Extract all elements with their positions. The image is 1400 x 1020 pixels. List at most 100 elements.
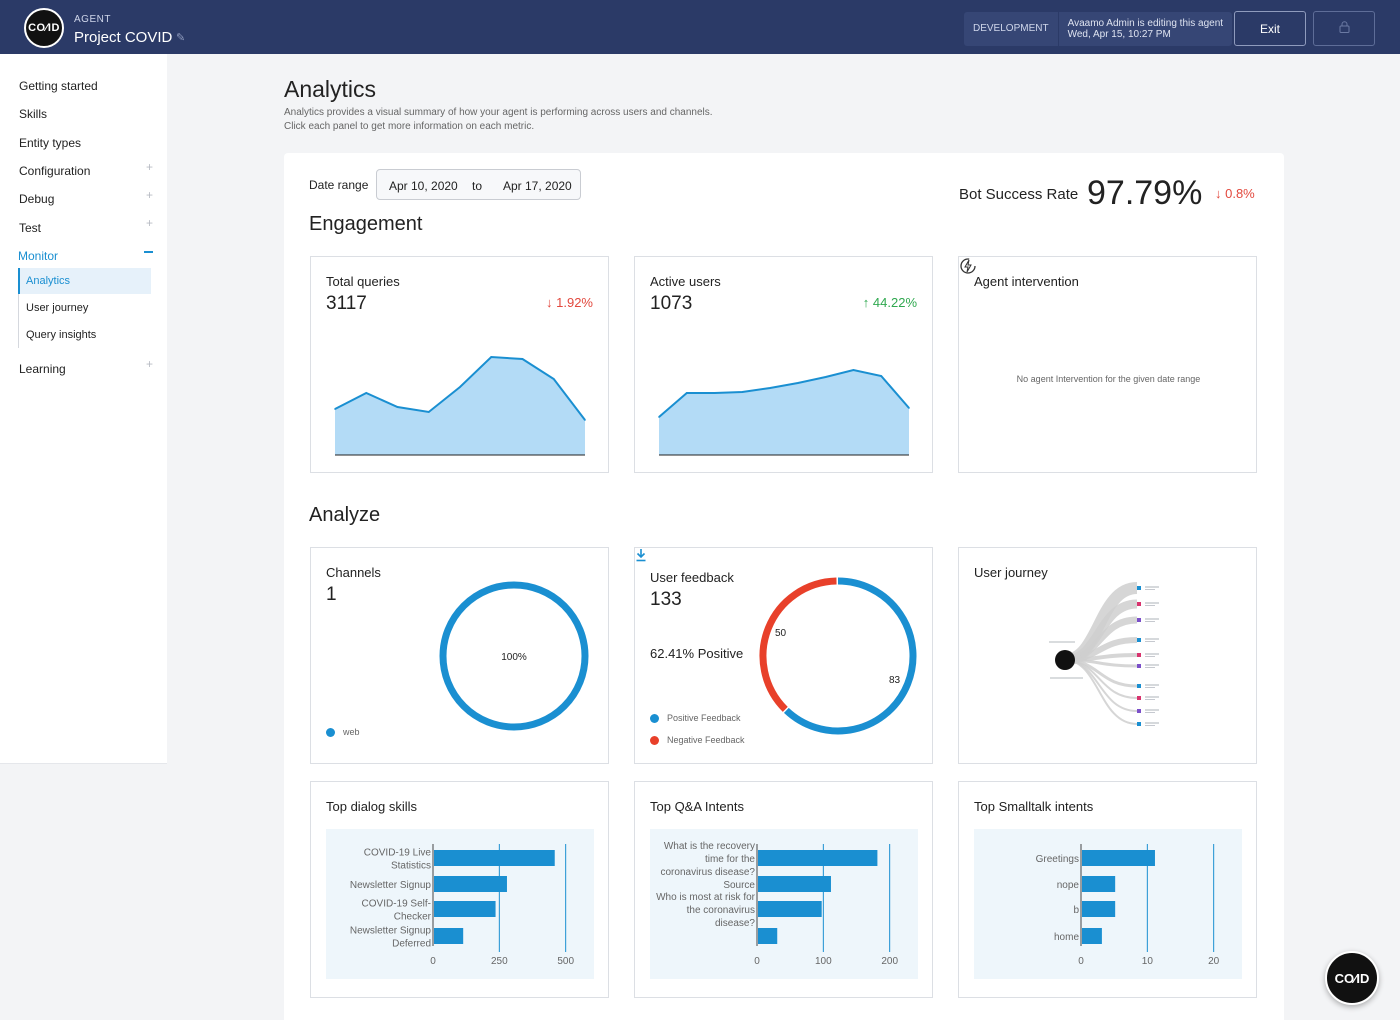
legend-label: Positive Feedback: [667, 713, 741, 723]
x-tick-label: 250: [491, 956, 508, 967]
delta-badge: ↑ 44.22%: [862, 295, 917, 310]
y-category-label: disease?: [715, 918, 755, 929]
user-feedback-card[interactable]: User feedback 133 62.41% Positive 50 83 P…: [634, 547, 933, 764]
y-category-label: COVID-19 Live: [364, 848, 432, 859]
bar[interactable]: [434, 901, 496, 917]
date-range-picker[interactable]: Apr 10, 2020 to Apr 17, 2020: [376, 169, 581, 200]
card-title: Total queries: [326, 274, 400, 289]
card-value: 3117: [326, 293, 367, 314]
bar[interactable]: [1082, 901, 1116, 917]
legend-item-web[interactable]: web: [326, 727, 360, 737]
area-point: [713, 392, 716, 394]
legend-label: Negative Feedback: [667, 735, 745, 745]
analyze-section-title: Analyze: [309, 504, 381, 526]
area-point: [769, 387, 771, 389]
donut-slice-web: [439, 581, 589, 731]
date-from[interactable]: Apr 10, 2020: [389, 179, 458, 193]
area-line: [658, 368, 910, 418]
date-to[interactable]: Apr 17, 2020: [503, 179, 572, 193]
sidebar-item-learning[interactable]: Learning: [19, 362, 66, 376]
bar[interactable]: [1082, 876, 1116, 892]
card-value: 133: [650, 589, 682, 610]
card-title: User journey: [974, 565, 1048, 580]
agent-intervention-card[interactable]: Agent intervention No agent Intervention…: [958, 256, 1257, 473]
bar[interactable]: [434, 850, 555, 866]
total-queries-area-chart: [334, 355, 586, 456]
y-category-label: COVID-19 Self-: [362, 899, 431, 910]
journey-flow: [1064, 659, 1138, 725]
bar[interactable]: [434, 876, 507, 892]
bar[interactable]: [758, 876, 831, 892]
area-point: [658, 416, 660, 418]
bar[interactable]: [434, 928, 464, 944]
bar[interactable]: [1082, 850, 1155, 866]
chat-widget-button[interactable]: CO∕ID: [1325, 951, 1379, 1005]
collapse-monitor-icon[interactable]: [144, 251, 153, 253]
channels-card[interactable]: Channels 1 100% web: [310, 547, 609, 764]
date-range-label: Date range: [309, 178, 369, 192]
top-smalltalk-intents-card[interactable]: Top Smalltalk intents 0 10 20 Greetings nope…: [958, 781, 1257, 998]
expand-test-icon[interactable]: +: [146, 216, 154, 230]
top-qa-intents-card[interactable]: Top Q&A Intents 0 100 200 What is the recov…: [634, 781, 933, 998]
lock-button[interactable]: [1313, 11, 1375, 46]
delta-badge: ↓ 1.92%: [546, 295, 593, 310]
expand-debug-icon[interactable]: +: [146, 188, 154, 202]
sidebar-item-test[interactable]: Test: [19, 221, 42, 235]
journey-node: [1137, 638, 1141, 642]
environment-tag: DEVELOPMENT: [964, 12, 1059, 46]
y-category-label: b: [1073, 905, 1079, 916]
sidebar-item-configuration[interactable]: Configuration: [19, 164, 91, 178]
journey-node: [1137, 709, 1141, 713]
agent-label: AGENT: [74, 14, 111, 25]
sidebar-subitem-user-journey[interactable]: User journey: [26, 302, 89, 314]
y-category-label: Who is most at risk for: [656, 892, 756, 903]
journey-node: [1137, 586, 1141, 590]
sidebar-subitem-analytics[interactable]: Analytics: [26, 275, 71, 287]
donut-slice-positive: [783, 577, 917, 735]
legend-item-negative[interactable]: Negative Feedback: [650, 735, 745, 745]
area-point: [334, 408, 336, 410]
area-point: [741, 391, 744, 393]
area-point: [685, 392, 688, 394]
user-journey-card[interactable]: User journey: [958, 547, 1257, 764]
sidebar: Getting started Skills Entity types Conf…: [0, 54, 167, 764]
bar[interactable]: [758, 928, 778, 944]
exit-button[interactable]: Exit: [1234, 11, 1306, 46]
sidebar-item-entity-types[interactable]: Entity types: [19, 136, 82, 150]
bar[interactable]: [1082, 928, 1102, 944]
sidebar-item-skills[interactable]: Skills: [19, 107, 48, 121]
bar[interactable]: [758, 901, 822, 917]
area-point: [552, 378, 555, 380]
top-qa-intents-bar-chart: 0 100 200 What is the recovery time for the c…: [656, 841, 898, 967]
expand-learning-icon[interactable]: +: [146, 357, 154, 371]
expand-configuration-icon[interactable]: +: [146, 160, 154, 174]
edit-pencil-icon[interactable]: ✎: [176, 32, 186, 44]
agent-name: Project COVID: [74, 29, 173, 46]
donut-slice-negative: [759, 577, 837, 712]
y-category-label: Checker: [394, 912, 432, 923]
journey-start-node: [1055, 650, 1075, 670]
active-users-card[interactable]: Active users 1073 ↑ 44.22%: [634, 256, 933, 473]
y-category-label: time for the: [705, 854, 755, 865]
sidebar-item-getting-started[interactable]: Getting started: [19, 79, 98, 93]
top-dialog-skills-bar-chart: 0 250 500 COVID-19 Live Statistics Newsletter…: [350, 844, 574, 967]
active-item-highlight: [18, 268, 151, 294]
feedback-donut-chart: 50 83: [759, 577, 917, 735]
legend-item-positive[interactable]: Positive Feedback: [650, 713, 741, 723]
x-tick-label: 0: [754, 956, 760, 967]
x-tick-label: 0: [1078, 956, 1084, 967]
negative-count-label: 50: [775, 628, 787, 639]
bar[interactable]: [758, 850, 878, 866]
top-dialog-skills-card[interactable]: Top dialog skills 0 250 500 COVID-19 Live St…: [310, 781, 609, 998]
card-value: 1: [326, 584, 337, 605]
x-tick-label: 500: [557, 956, 574, 967]
page-description-line-1: Analytics provides a visual summary of h…: [284, 107, 713, 118]
y-category-label: Source: [723, 880, 755, 891]
sidebar-item-monitor[interactable]: Monitor: [18, 249, 59, 263]
y-category-label: nope: [1057, 880, 1080, 891]
sidebar-subitem-query-insights[interactable]: Query insights: [26, 329, 97, 341]
area-point: [797, 382, 799, 384]
sidebar-item-debug[interactable]: Debug: [19, 192, 55, 206]
download-icon[interactable]: [635, 548, 647, 562]
total-queries-card[interactable]: Total queries 3117 ↓ 1.92%: [310, 256, 609, 473]
